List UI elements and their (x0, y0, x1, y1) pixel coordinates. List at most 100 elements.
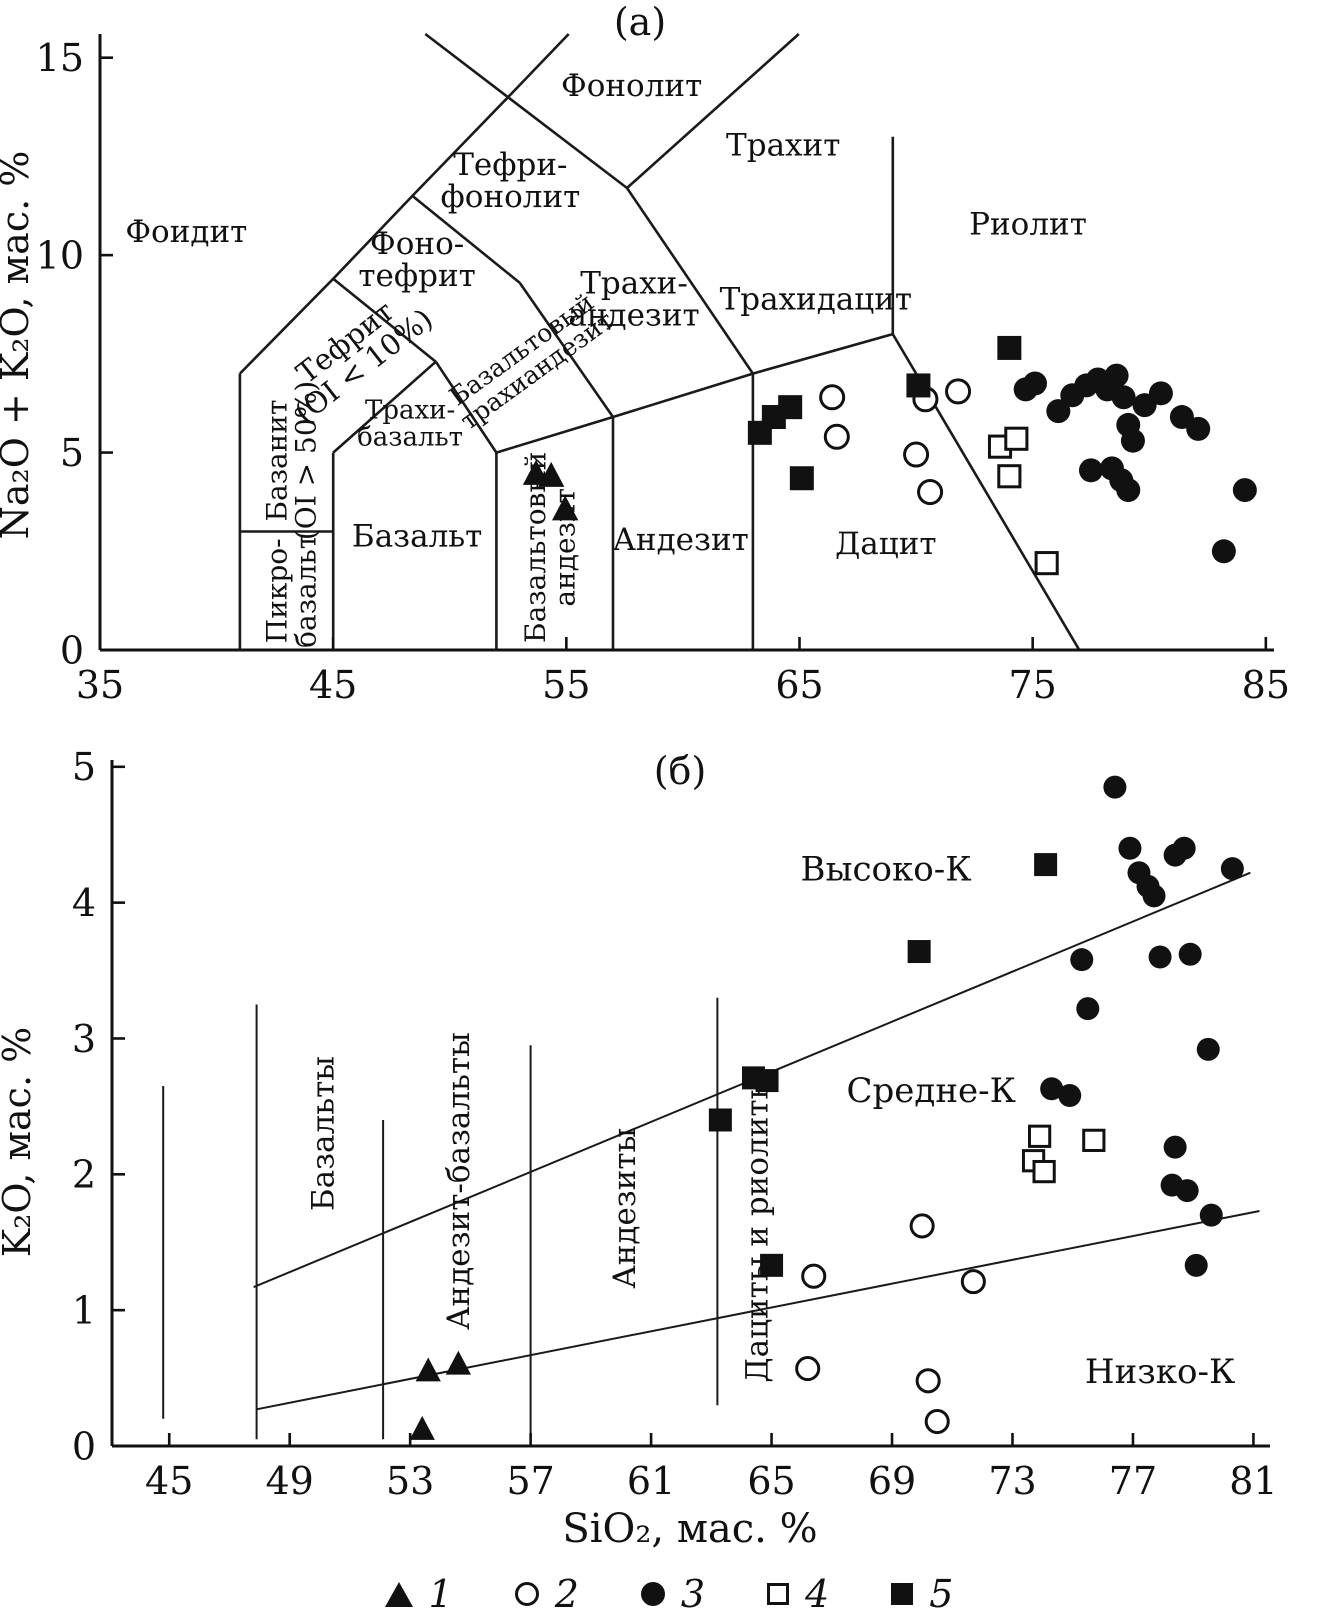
boundary-line (332, 360, 437, 454)
legend-item-3: 3 (640, 1575, 705, 1613)
circle-filled-marker (1178, 942, 1202, 966)
boundary-line (411, 194, 521, 284)
circle-filled-marker (1148, 945, 1172, 969)
k2o-sio2-diagram-panel-b: 45 49 53 57 61 65 69 73 77 81012345Высоко-КСредне… (0, 745, 1278, 1552)
triangle-filled-icon (384, 1581, 413, 1607)
square-open-marker (1032, 1159, 1056, 1184)
tas-diagram-panel-a: 35 45 55 65 75 85 0 5 10 15 Фоидит Фонолит Тефри-фон… (0, 0, 1290, 707)
field-label: Низко-К (1085, 1352, 1235, 1392)
x-tick-label: 45 (145, 1459, 193, 1503)
series-1 (522, 459, 579, 521)
series-2 (795, 1213, 986, 1435)
circle-open-marker (801, 1263, 827, 1289)
circle-filled-marker (1142, 884, 1166, 908)
y-tick-label: 15 (36, 36, 84, 80)
circle-filled-marker (1058, 1084, 1082, 1108)
y-tick-label: 3 (72, 1017, 96, 1061)
circle-filled-marker (1111, 385, 1136, 410)
field-label: Дацит (835, 526, 936, 562)
boundary-line (434, 360, 498, 454)
x-tick-label: 55 (542, 663, 590, 707)
circle-open-marker (903, 441, 930, 468)
circle-open-marker (795, 1356, 821, 1382)
square-open-icon (767, 1583, 790, 1605)
legend-label-1: 1 (428, 1572, 453, 1616)
x-tick-label: 69 (868, 1459, 916, 1503)
boundary-line (332, 277, 437, 363)
circle-filled-marker (1172, 836, 1196, 860)
circle-filled-marker (1104, 363, 1129, 388)
circle-open-marker (915, 1368, 941, 1394)
x-tick-label: 45 (309, 663, 357, 707)
circle-filled-marker (1046, 399, 1071, 424)
x-axis-label: SiO₂, мас. % (562, 1506, 817, 1552)
circle-filled-marker (1199, 1203, 1223, 1227)
series-5 (747, 335, 1022, 491)
square-filled-marker (997, 335, 1022, 360)
field-label: Дациты и риолиты (739, 1075, 775, 1383)
circle-filled-marker (1078, 458, 1103, 483)
triangle-filled-marker (551, 495, 579, 521)
series-4 (1021, 1124, 1106, 1184)
circle-open-icon (514, 1582, 539, 1606)
legend-item-1: 1 (384, 1572, 453, 1616)
square-filled-marker (906, 373, 931, 398)
field-label: Фоидит (125, 214, 247, 250)
circle-filled-marker (1040, 1077, 1064, 1101)
triangle-filled-marker (415, 1357, 441, 1382)
triangle-filled-marker (445, 1350, 471, 1375)
square-filled-marker (778, 395, 803, 420)
y-tick-label: 2 (72, 1153, 96, 1197)
field-label: Базальт (352, 518, 482, 554)
y-axis-label: K₂O, мас. % (0, 1027, 39, 1257)
square-open-marker (997, 464, 1022, 489)
y-tick-label: 10 (36, 233, 84, 277)
panel-title: (б) (654, 749, 707, 793)
circle-filled-marker (1184, 1253, 1208, 1277)
y-tick-label: 5 (60, 431, 84, 475)
circle-open-marker (823, 423, 850, 450)
circle-filled-marker (1196, 1037, 1220, 1061)
x-tick-label: 75 (1008, 663, 1056, 707)
field-label: Трахит (726, 127, 840, 163)
legend-item-4: 4 (767, 1575, 829, 1613)
x-tick-label: 57 (506, 1459, 554, 1503)
square-open-marker (1034, 551, 1059, 576)
x-tick-label: 65 (747, 1459, 795, 1503)
boundary-line (424, 32, 628, 190)
y-tick-label: 5 (72, 745, 96, 789)
field-labels: ФоидитФонолитТефри-фонолитФоно-тефритТеф… (125, 68, 1087, 648)
legend-item-2: 2 (514, 1575, 579, 1613)
triangle-filled-marker (537, 461, 565, 487)
panel-title: (а) (614, 0, 666, 44)
square-open-marker (1004, 426, 1029, 451)
field-label: Андезит (612, 522, 748, 558)
x-tick-label: 53 (386, 1459, 434, 1503)
circle-filled-icon (640, 1582, 665, 1606)
field-label: Трахи-андезит (568, 265, 699, 333)
circle-filled-marker (1118, 836, 1142, 860)
circle-open-marker (819, 384, 846, 411)
series-2 (819, 378, 972, 506)
circle-open-marker (909, 1213, 935, 1239)
circle-open-marker (924, 1409, 950, 1435)
circle-filled-marker (1220, 857, 1244, 881)
square-filled-marker (760, 1253, 784, 1277)
x-tick-label: 49 (266, 1459, 314, 1503)
square-open-marker (1082, 1128, 1106, 1152)
circle-filled-marker (1103, 775, 1127, 799)
y-tick-label: 0 (60, 628, 84, 672)
field-labels: Высоко-К Средне-К Низко-К Базальты Андезит-б… (306, 850, 1236, 1393)
circle-filled-marker (1076, 997, 1100, 1021)
x-tick-label: 73 (988, 1459, 1036, 1503)
triangle-filled-marker (409, 1415, 435, 1440)
square-open-marker (1027, 1124, 1052, 1148)
circle-filled-marker (1120, 428, 1145, 453)
series-4 (987, 426, 1059, 576)
legend-label-5: 5 (929, 1572, 954, 1616)
circle-filled-marker (1163, 1135, 1187, 1159)
square-filled-marker (755, 1069, 779, 1093)
series-3 (1040, 775, 1244, 1277)
field-label: Тефри-фонолит (441, 147, 581, 215)
